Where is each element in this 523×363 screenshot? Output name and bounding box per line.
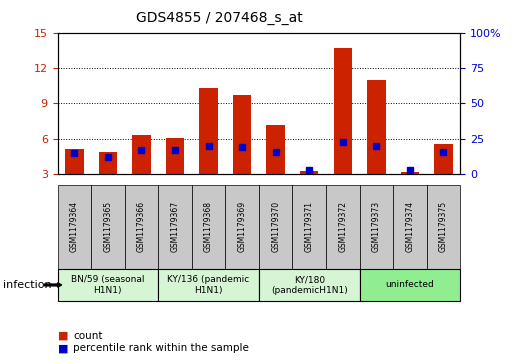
Text: BN/59 (seasonal
H1N1): BN/59 (seasonal H1N1) [71,275,145,295]
Text: GSM1179371: GSM1179371 [305,201,314,252]
Text: percentile rank within the sample: percentile rank within the sample [73,343,249,354]
Text: count: count [73,331,103,341]
Text: GSM1179370: GSM1179370 [271,201,280,252]
Text: GSM1179364: GSM1179364 [70,201,79,252]
Text: uninfected: uninfected [385,281,434,289]
Text: GSM1179367: GSM1179367 [170,201,179,252]
Bar [367,80,385,174]
Text: GSM1179366: GSM1179366 [137,201,146,252]
Bar [233,95,252,174]
Bar [300,171,319,174]
Bar [266,125,285,174]
Bar [99,152,117,174]
Text: infection: infection [3,280,51,290]
Text: GSM1179369: GSM1179369 [237,201,247,252]
Bar [434,143,453,174]
Bar [166,138,184,174]
Text: GSM1179368: GSM1179368 [204,201,213,252]
Text: GSM1179372: GSM1179372 [338,201,347,252]
Bar [132,135,151,174]
Bar [199,88,218,174]
Text: GSM1179374: GSM1179374 [405,201,414,252]
Bar [401,172,419,174]
Text: GSM1179373: GSM1179373 [372,201,381,252]
Text: KY/136 (pandemic
H1N1): KY/136 (pandemic H1N1) [167,275,249,295]
Text: KY/180
(pandemicH1N1): KY/180 (pandemicH1N1) [271,275,348,295]
Bar [334,48,352,174]
Text: GSM1179365: GSM1179365 [104,201,112,252]
Text: ■: ■ [58,331,68,341]
Text: ■: ■ [58,343,68,354]
Text: GSM1179375: GSM1179375 [439,201,448,252]
Bar [65,150,84,174]
Text: GDS4855 / 207468_s_at: GDS4855 / 207468_s_at [137,11,303,25]
